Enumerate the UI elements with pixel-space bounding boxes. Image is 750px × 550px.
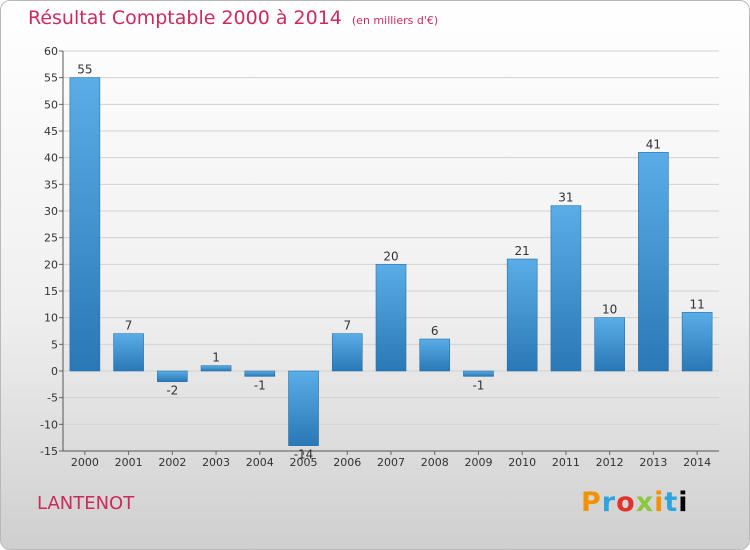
- bar-2009: [463, 370, 494, 377]
- x-tick-label: 2010: [508, 456, 536, 469]
- bar-2008: [419, 338, 451, 372]
- bar-2006: [331, 333, 363, 372]
- data-label-2007: 20: [383, 249, 398, 263]
- data-label-2005: -14: [294, 448, 314, 462]
- y-tick-label: 40: [44, 152, 58, 165]
- y-tick-label: 35: [44, 178, 58, 191]
- y-tick-label: 60: [44, 45, 58, 58]
- data-label-2012: 10: [602, 303, 617, 317]
- y-tick-label: 50: [44, 98, 58, 111]
- logo-letter: x: [635, 487, 655, 518]
- x-tick-label: 2001: [115, 456, 143, 469]
- y-tick-label: 10: [44, 312, 58, 325]
- x-tick-label: 2008: [421, 456, 449, 469]
- data-label-2008: 6: [431, 324, 439, 338]
- x-tick-label: 2000: [71, 456, 99, 469]
- bar-2003: [200, 365, 232, 372]
- bar-2000: [69, 77, 101, 372]
- data-label-2009: -1: [472, 378, 484, 392]
- bar-2011: [550, 205, 582, 372]
- x-tick-label: 2006: [333, 456, 361, 469]
- bar-2010: [506, 258, 538, 372]
- chart-title: Résultat Comptable 2000 à 2014 (en millie…: [28, 7, 438, 29]
- data-label-2014: 11: [689, 297, 704, 311]
- bar-2012: [594, 317, 625, 372]
- bar-2005: [288, 370, 319, 446]
- data-label-2011: 31: [558, 191, 573, 205]
- logo-letter: r: [601, 487, 617, 518]
- y-tick-label: 45: [44, 125, 58, 138]
- y-tick-label: 5: [51, 338, 58, 351]
- chart-title-main: Résultat Comptable 2000 à 2014: [28, 7, 342, 29]
- y-tick-label: -10: [40, 418, 58, 431]
- data-label-2013: 41: [646, 137, 661, 151]
- data-label-2006: 7: [343, 319, 351, 333]
- data-label-2000: 55: [77, 63, 92, 77]
- bar-2002: [157, 370, 188, 382]
- y-tick-label: 15: [44, 285, 58, 298]
- y-tick-label: 0: [51, 365, 58, 378]
- y-tick-label: -5: [47, 392, 58, 405]
- data-label-2004: -1: [254, 378, 266, 392]
- y-tick-label: 20: [44, 258, 58, 271]
- bar-2001: [113, 333, 144, 372]
- x-tick-label: 2003: [202, 456, 230, 469]
- y-tick-label: 25: [44, 232, 58, 245]
- proxiti-logo: Proxiti: [581, 487, 689, 518]
- data-label-2010: 21: [515, 244, 530, 258]
- x-tick-label: 2007: [377, 456, 405, 469]
- data-label-2001: 7: [125, 319, 133, 333]
- bar-2007: [375, 264, 407, 372]
- data-label-2003: 1: [212, 351, 220, 365]
- x-tick-label: 2013: [639, 456, 667, 469]
- data-label-2002: -2: [166, 384, 178, 398]
- x-tick-label: 2005: [290, 456, 318, 469]
- x-tick-label: 2002: [158, 456, 186, 469]
- logo-letter: P: [581, 487, 602, 518]
- x-tick-label: 2009: [464, 456, 492, 469]
- chart-title-unit: (en milliers d'€): [351, 14, 439, 27]
- bar-2014: [681, 312, 713, 372]
- commune-name: LANTENOT: [37, 493, 135, 514]
- logo-letter: i: [678, 487, 689, 518]
- logo-letter: o: [616, 487, 636, 518]
- x-tick-label: 2012: [596, 456, 624, 469]
- x-tick-label: 2011: [552, 456, 580, 469]
- y-tick-label: 55: [44, 72, 58, 85]
- bar-2013: [638, 152, 669, 372]
- y-tick-label: -15: [40, 445, 58, 458]
- x-tick-label: 2014: [683, 456, 711, 469]
- bar-2004: [244, 370, 276, 377]
- y-tick-label: 30: [44, 205, 58, 218]
- logo-letter: i: [654, 487, 665, 518]
- x-tick-label: 2004: [246, 456, 274, 469]
- logo-letter: t: [664, 487, 679, 518]
